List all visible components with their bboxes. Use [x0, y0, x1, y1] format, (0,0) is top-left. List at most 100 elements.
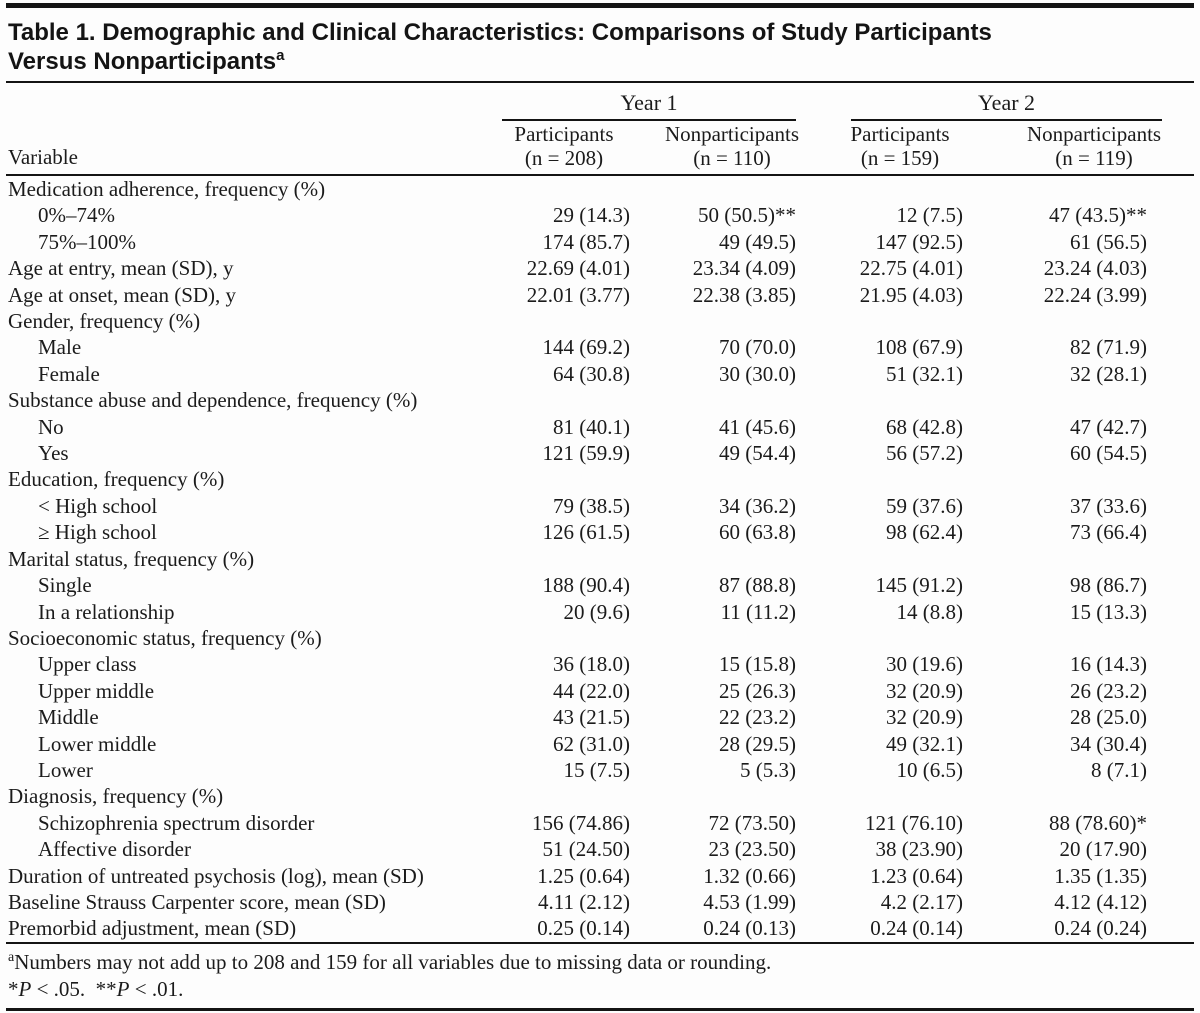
year-2-label: Year 2 — [978, 90, 1036, 115]
row-label: Baseline Strauss Carpenter score, mean (… — [8, 889, 386, 914]
table-row-item: Lower 15 (7.5) 5 (5.3) 10 (6.5) 8 (7.1) — [6, 757, 1194, 783]
cell-value: 15 (7.5) — [563, 757, 631, 782]
cell-value: 32 (20.9) — [886, 705, 964, 730]
cell-value: 47 (42.7) — [1070, 414, 1148, 439]
cell-value: 22 (23.2) — [719, 705, 797, 730]
cell-value: 14 (8.8) — [896, 599, 964, 624]
year-1-label: Year 1 — [620, 90, 678, 115]
row-label: 0%–74% — [38, 203, 115, 228]
cell-value: 29 (14.3) — [553, 203, 630, 228]
cell-value: 49 (54.4) — [719, 441, 797, 466]
cell-value: 51 (32.1) — [886, 361, 964, 386]
cell-value: 81 (40.1) — [553, 414, 630, 439]
table-row-item: 0%–74% 29 (14.3) 50 (50.5)** 12 (7.5) 47 (43… — [6, 202, 1194, 228]
row-label: Education, frequency (%) — [8, 467, 225, 492]
cell-value: 72 (73.50) — [708, 810, 797, 835]
cell-value — [470, 175, 638, 202]
cell-value: 23 (23.50) — [708, 837, 797, 862]
cell-value: 144 (69.2) — [542, 335, 631, 360]
row-label: Female — [38, 361, 100, 386]
row-label: Premorbid adjustment, mean (SD) — [6, 915, 470, 944]
table-row-section: Duration of untreated psychosis (log), m… — [6, 863, 1194, 889]
year-group-row: Variable Year 1 Year 2 — [6, 83, 1194, 176]
row-label: Substance abuse and dependence, frequenc… — [8, 388, 418, 413]
cell-value — [638, 175, 806, 202]
cell-value: 36 (18.0) — [553, 652, 630, 677]
row-label: Age at entry, mean (SD), y — [8, 256, 234, 281]
row-label: In a relationship — [38, 599, 175, 624]
cell-value: 88 (78.60)* — [1049, 810, 1148, 835]
cell-value: 44 (22.0) — [553, 678, 630, 703]
table-row-item: 75%–100% 174 (85.7) 49 (49.5) 147 (92.5) 61 … — [6, 229, 1194, 255]
cell-value: 0.24 (0.13) — [638, 915, 807, 944]
cell-value: 15 (13.3) — [1070, 599, 1148, 624]
table-row-section: Baseline Strauss Carpenter score, mean (… — [6, 889, 1194, 915]
col-header-year2-participants: Participants (n = 159) — [806, 121, 975, 176]
table-row-section: Education, frequency (%) — [6, 466, 1194, 492]
cell-value: 68 (42.8) — [886, 414, 964, 439]
table-title-footnote-marker: a — [276, 47, 285, 64]
cell-value: 8 (7.1) — [1091, 757, 1148, 782]
cell-value: 60 (63.8) — [719, 520, 797, 545]
cell-value: 1.23 (0.64) — [870, 863, 964, 888]
cell-value: 4.11 (2.12) — [538, 889, 630, 914]
cell-value: 11 (11.2) — [720, 599, 797, 624]
cell-value: 188 (90.4) — [542, 573, 631, 598]
cell-value — [638, 466, 806, 492]
sig-p-italic: P — [116, 976, 130, 1001]
row-label: Lower middle — [38, 731, 157, 756]
variable-column-header: Variable — [6, 83, 470, 176]
cell-value — [806, 175, 974, 202]
cell-value: 60 (54.5) — [1070, 441, 1148, 466]
cell-value: 5 (5.3) — [740, 757, 797, 782]
row-label: Socioeconomic status, frequency (%) — [8, 625, 322, 650]
row-label: Upper class — [38, 652, 137, 677]
table-title: Table 1. Demographic and Clinical Charac… — [8, 18, 1192, 76]
row-label: Single — [38, 573, 92, 598]
cell-value — [806, 546, 974, 572]
sig-star: * — [8, 976, 19, 1001]
cell-value: 50 (50.5)** — [698, 203, 797, 228]
sig-threshold: < .01. — [129, 976, 184, 1001]
cell-value: 1.25 (0.64) — [537, 863, 630, 888]
table-row-item: Lower middle 62 (31.0) 28 (29.5) 49 (32.1) 3… — [6, 731, 1194, 757]
table-row-section: Socioeconomic status, frequency (%) — [6, 625, 1194, 651]
cell-value: 156 (74.86) — [532, 810, 630, 835]
row-label: Age at onset, mean (SD), y — [8, 282, 237, 307]
cell-value: 22.69 (4.01) — [526, 256, 630, 281]
year-2-group-header: Year 2 — [806, 83, 1194, 121]
col-header-n: (n = 208) — [524, 146, 604, 170]
table-row-section: Age at entry, mean (SD), y 22.69 (4.01) 23… — [6, 255, 1194, 281]
cell-value: 20 (17.90) — [1059, 837, 1148, 862]
cell-value: 37 (33.6) — [1070, 493, 1148, 518]
table-body: Medication adherence, frequency (%) 0%–74… — [6, 175, 1195, 944]
year-1-spanner-rule — [502, 119, 797, 121]
cell-value: 20 (9.6) — [563, 599, 631, 624]
cell-value: 0.25 (0.14) — [470, 915, 638, 944]
col-header-name: Participants — [850, 122, 950, 146]
cell-value — [806, 466, 974, 492]
row-label: Diagnosis, frequency (%) — [8, 784, 224, 809]
footnotes: aNumbers may not add up to 208 and 159 f… — [8, 949, 1192, 1003]
cell-value — [974, 466, 1194, 492]
row-label: Medication adherence, frequency (%) — [8, 177, 326, 201]
cell-value: 0.24 (0.24) — [974, 915, 1195, 944]
col-header-n: (n = 159) — [860, 146, 940, 170]
year-2-spanner-rule — [851, 119, 1163, 121]
cell-value: 82 (71.9) — [1070, 335, 1148, 360]
table-row-section: Medication adherence, frequency (%) — [6, 175, 1194, 202]
table-row-item: Female 64 (30.8) 30 (30.0) 51 (32.1) 32 (28.… — [6, 361, 1194, 387]
cell-value — [470, 387, 638, 413]
table-row-item: ≥ High school 126 (61.5) 60 (63.8) 98 (62.4… — [6, 519, 1194, 545]
title-divider — [6, 81, 1194, 83]
cell-value: 47 (43.5)** — [1049, 203, 1148, 228]
cell-value: 70 (70.0) — [719, 335, 797, 360]
cell-value: 34 (30.4) — [1070, 731, 1148, 756]
table-row-section: Diagnosis, frequency (%) — [6, 783, 1194, 809]
col-header-n: (n = 119) — [1055, 146, 1133, 170]
table-row-item: Middle 43 (21.5) 22 (23.2) 32 (20.9) 28 (25.… — [6, 704, 1194, 730]
cell-value: 15 (15.8) — [719, 652, 797, 677]
cell-value: 34 (36.2) — [719, 493, 797, 518]
cell-value: 1.32 (0.66) — [703, 863, 797, 888]
